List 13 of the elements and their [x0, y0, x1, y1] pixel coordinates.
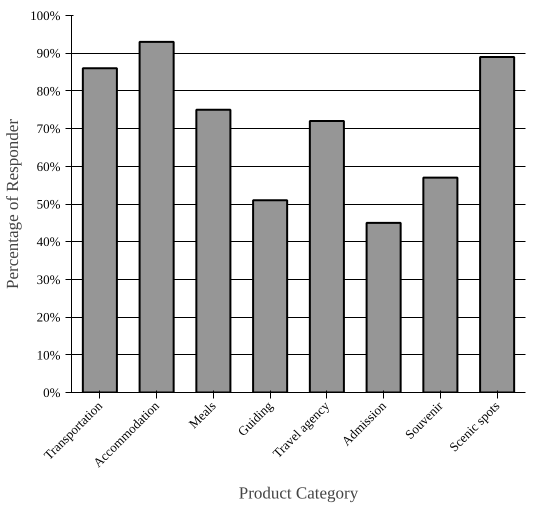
y-tick-label: 90%: [36, 46, 61, 61]
y-tick-label: 20%: [36, 310, 61, 325]
y-axis-title: Percentage of Responder: [3, 118, 22, 289]
y-tick-label: 0%: [43, 385, 61, 400]
y-tick-label: 80%: [36, 83, 61, 98]
y-tick-label: 30%: [36, 272, 61, 287]
y-tick-label: 70%: [36, 121, 61, 136]
y-tick-label: 50%: [36, 196, 61, 212]
y-tick-label: 60%: [36, 158, 61, 174]
y-tick-label: 100%: [30, 8, 61, 23]
x-axis-title: Product Category: [238, 483, 359, 502]
y-tick-label: 10%: [36, 347, 61, 362]
y-tick-label: 40%: [36, 234, 61, 250]
